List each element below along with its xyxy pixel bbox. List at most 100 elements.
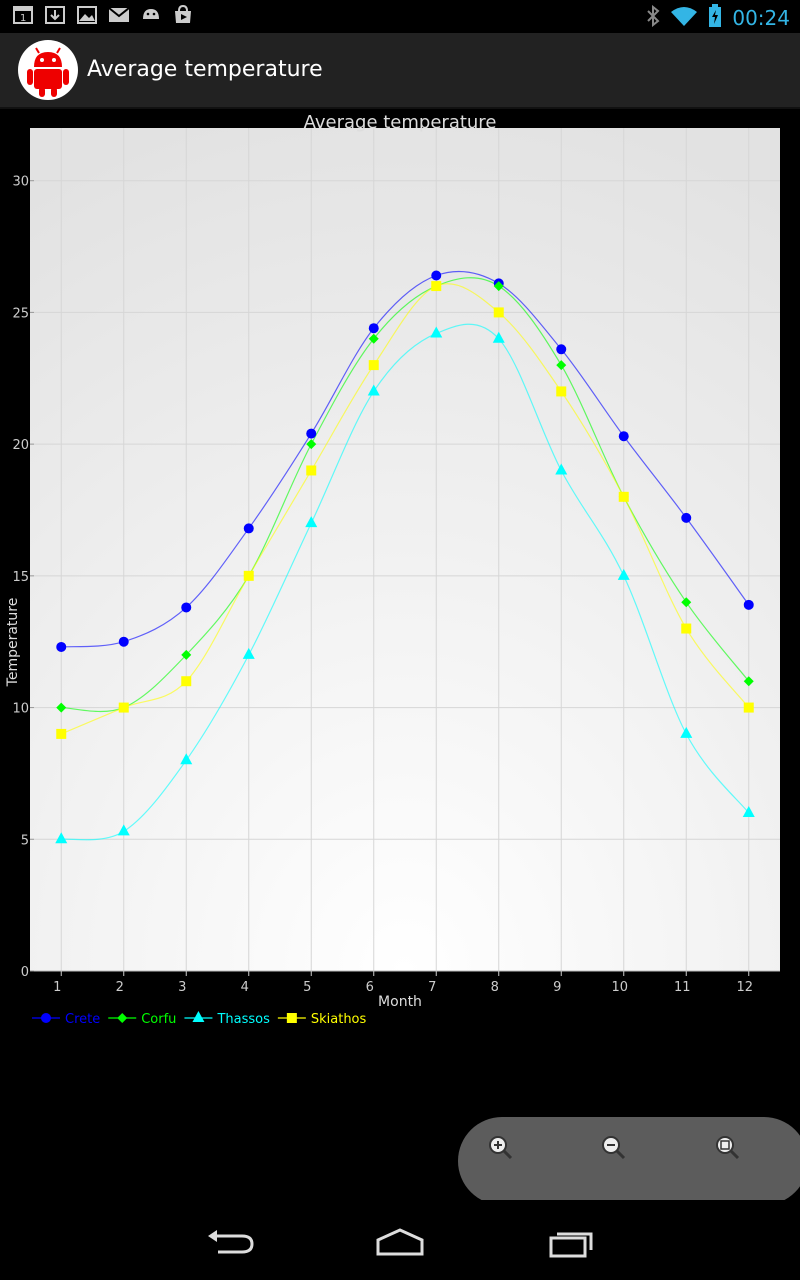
x-tick-label: 1	[53, 980, 61, 995]
data-point-crete	[181, 602, 192, 613]
y-tick-label: 30	[12, 175, 29, 190]
svg-text:1: 1	[20, 13, 26, 24]
x-tick-label: 4	[241, 980, 249, 995]
y-axis-ticks: 0 5 10 15 20 25 30	[12, 175, 34, 980]
x-tick-label: 5	[303, 980, 311, 995]
android-icon	[140, 5, 162, 25]
action-bar: Average temperature	[0, 33, 800, 109]
data-point-thassos	[117, 824, 130, 836]
x-tick-label: 9	[553, 980, 561, 995]
y-tick-label: 20	[12, 438, 29, 453]
calendar-icon: 1	[12, 5, 34, 25]
data-point-corfu	[181, 649, 192, 660]
data-point-skiathos	[118, 702, 129, 713]
data-point-thassos	[180, 753, 193, 765]
plot-area	[30, 128, 780, 971]
data-point-thassos	[742, 805, 755, 817]
data-point-crete	[618, 431, 629, 442]
x-axis-ticks: 1 2 3 4 5 6 7 8 9 10 11 12	[53, 971, 753, 995]
x-tick-label: 11	[674, 980, 691, 995]
x-axis-label: Month	[378, 994, 422, 1010]
legend-marker-skiathos	[286, 1013, 297, 1023]
page-title: Average temperature	[87, 57, 323, 82]
data-point-thassos	[617, 568, 630, 580]
series-line-skiathos	[61, 283, 750, 735]
wifi-icon	[670, 5, 698, 31]
grid-lines	[30, 128, 780, 972]
data-point-crete	[431, 270, 442, 281]
data-point-thassos	[555, 463, 568, 475]
back-icon[interactable]	[200, 1226, 260, 1260]
x-tick-label: 7	[428, 980, 436, 995]
data-point-thassos	[430, 326, 443, 338]
legend-marker-thassos	[192, 1011, 205, 1022]
gmail-icon	[108, 5, 130, 25]
data-point-thassos	[305, 516, 318, 528]
data-point-crete	[56, 641, 67, 652]
x-tick-label: 3	[178, 980, 186, 995]
x-tick-label: 8	[491, 980, 499, 995]
data-point-skiathos	[431, 281, 442, 292]
store-icon	[172, 5, 194, 25]
data-point-corfu	[743, 676, 754, 687]
data-point-corfu	[56, 702, 67, 713]
data-point-thassos	[367, 384, 380, 396]
data-point-corfu	[556, 360, 567, 371]
y-tick-label: 15	[12, 570, 29, 585]
data-point-corfu	[368, 333, 379, 344]
zoom-in-icon[interactable]	[486, 1133, 516, 1163]
zoom-controls	[458, 1117, 800, 1205]
y-axis-label: Temperature	[5, 598, 21, 688]
gallery-icon	[76, 5, 98, 25]
y-tick-label: 5	[21, 833, 29, 848]
data-point-corfu	[681, 597, 692, 608]
data-point-corfu	[493, 281, 504, 292]
legend-label-corfu: Corfu	[141, 1012, 176, 1027]
legend-item-skiathos: Skiathos	[277, 1012, 367, 1027]
data-point-crete	[743, 599, 754, 610]
data-point-thassos	[242, 647, 255, 659]
data-point-thassos	[55, 832, 68, 844]
x-tick-label: 6	[366, 980, 374, 995]
x-tick-label: 10	[611, 980, 628, 995]
legend-marker-corfu	[117, 1013, 128, 1023]
data-point-crete	[306, 428, 317, 439]
chart-title: Average temperature	[304, 112, 497, 133]
data-point-skiathos	[681, 623, 692, 634]
legend-item-corfu: Corfu	[108, 1012, 176, 1027]
y-tick-label: 10	[12, 702, 29, 717]
legend-label-crete: Crete	[65, 1012, 100, 1027]
zoom-reset-icon[interactable]	[713, 1133, 743, 1163]
legend-marker-crete	[41, 1013, 51, 1023]
download-icon	[44, 5, 66, 25]
data-point-crete	[243, 523, 254, 534]
data-point-skiathos	[56, 728, 67, 739]
x-tick-label: 12	[736, 980, 753, 995]
x-tick-label: 2	[116, 980, 124, 995]
data-point-corfu	[306, 439, 317, 450]
y-tick-label: 0	[21, 965, 29, 980]
android-robot-icon[interactable]	[18, 40, 78, 100]
status-clock: 00:24	[732, 6, 790, 30]
data-point-thassos	[492, 331, 505, 343]
data-point-skiathos	[181, 676, 192, 687]
data-point-skiathos	[556, 386, 567, 397]
legend-item-thassos: Thassos	[184, 1011, 270, 1027]
data-point-crete	[118, 636, 129, 647]
recents-icon[interactable]	[541, 1226, 601, 1260]
data-point-skiathos	[493, 307, 504, 318]
legend-label-thassos: Thassos	[216, 1012, 270, 1027]
navigation-bar	[0, 1200, 800, 1280]
zoom-out-icon[interactable]	[599, 1133, 629, 1163]
data-point-crete	[368, 323, 379, 334]
home-icon[interactable]	[370, 1226, 430, 1260]
bluetooth-icon	[646, 4, 660, 31]
data-point-skiathos	[743, 702, 754, 713]
data-point-crete	[681, 512, 692, 523]
legend-label-skiathos: Skiathos	[311, 1012, 367, 1027]
data-point-skiathos	[618, 491, 629, 502]
y-tick-label: 25	[12, 306, 29, 321]
legend: Crete Corfu Thassos Skiathos	[32, 1011, 367, 1027]
data-point-skiathos	[306, 465, 317, 476]
